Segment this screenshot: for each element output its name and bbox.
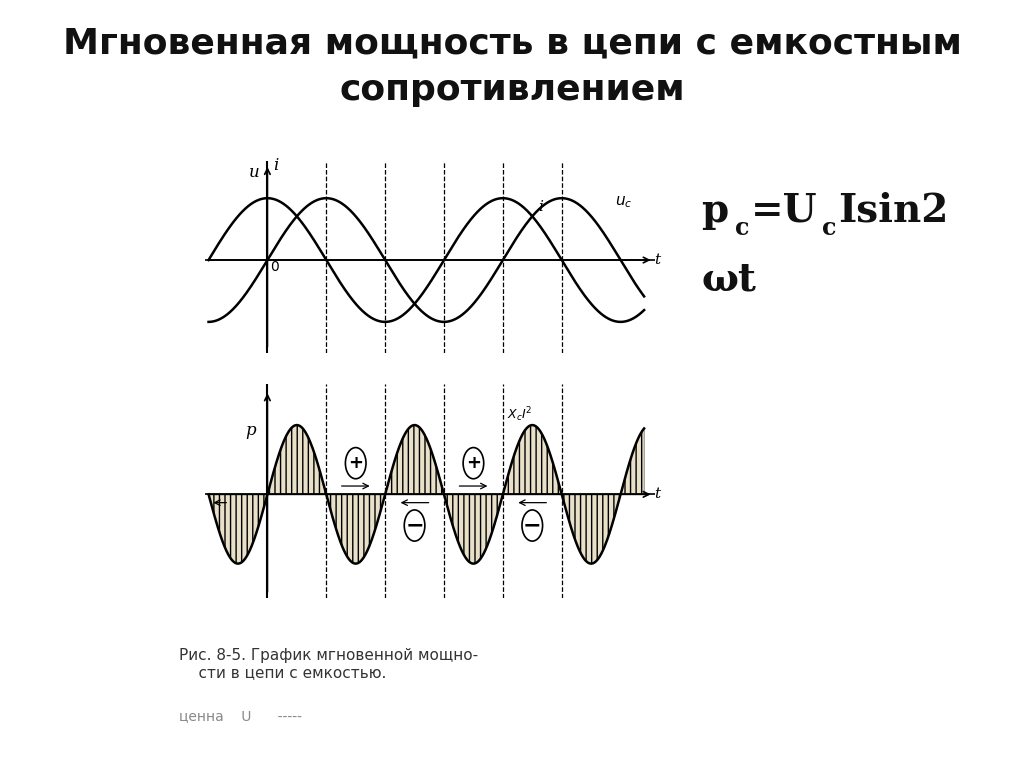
Text: Мгновенная мощность в цепи с емкостным: Мгновенная мощность в цепи с емкостным: [62, 27, 962, 61]
Text: 0: 0: [270, 260, 279, 274]
Text: сопротивлением: сопротивлением: [339, 73, 685, 107]
Text: t: t: [654, 253, 660, 267]
Text: $u_c$: $u_c$: [614, 195, 632, 210]
Text: p: p: [245, 423, 256, 439]
Text: =U: =U: [751, 192, 817, 230]
Text: +: +: [348, 454, 364, 472]
Text: p: p: [701, 192, 728, 230]
Text: $X_cI^2$: $X_cI^2$: [507, 406, 532, 424]
Text: Isin2: Isin2: [838, 192, 948, 230]
Text: c: c: [822, 216, 837, 240]
Text: +: +: [466, 454, 481, 472]
Text: i: i: [539, 199, 543, 213]
Text: i: i: [273, 157, 279, 174]
Text: u: u: [249, 163, 259, 180]
Text: −: −: [406, 515, 424, 535]
Text: ценна    U      -----: ценна U -----: [179, 709, 302, 723]
Text: Рис. 8-5. График мгновенной мощно-
    сти в цепи с емкостью.: Рис. 8-5. График мгновенной мощно- сти в…: [179, 648, 478, 680]
Text: t: t: [654, 487, 660, 502]
Text: −: −: [523, 515, 542, 535]
Text: ωt: ωt: [701, 261, 757, 299]
Text: c: c: [735, 216, 750, 240]
